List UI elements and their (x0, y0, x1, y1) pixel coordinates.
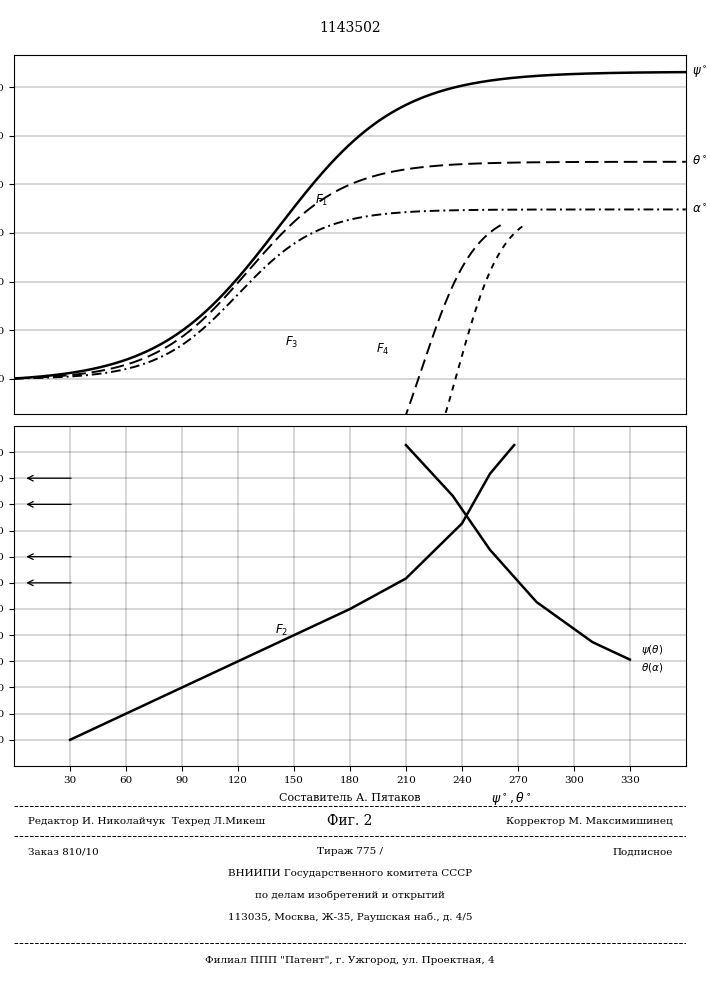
Text: $\theta^\circ$: $\theta^\circ$ (692, 155, 707, 168)
Text: $F_3$: $F_3$ (285, 335, 298, 350)
Text: Подписное: Подписное (612, 847, 672, 856)
Text: Фиг. 2: Фиг. 2 (327, 814, 373, 828)
Text: $\psi(\theta)$: $\psi(\theta)$ (641, 643, 663, 657)
Text: Составитель А. Пятаков: Составитель А. Пятаков (279, 793, 421, 803)
Text: 113035, Москва, Ж-35, Раушская наб., д. 4/5: 113035, Москва, Ж-35, Раушская наб., д. … (228, 912, 472, 922)
Text: $F_4$: $F_4$ (376, 342, 390, 357)
Text: по делам изобретений и открытий: по делам изобретений и открытий (255, 891, 445, 900)
Text: Тираж 775 /: Тираж 775 / (317, 847, 383, 856)
Text: $F_1$: $F_1$ (315, 193, 329, 208)
Text: Редактор И. Николайчук  Техред Л.Микеш: Редактор И. Николайчук Техред Л.Микеш (28, 817, 264, 826)
Text: Корректор М. Максимишинец: Корректор М. Максимишинец (506, 817, 672, 826)
Text: 1143502: 1143502 (319, 21, 381, 35)
Text: $\psi^\circ$: $\psi^\circ$ (692, 64, 707, 80)
Text: $\psi^\circ, \theta^\circ$: $\psi^\circ, \theta^\circ$ (491, 790, 532, 807)
Text: $\theta(\alpha)$: $\theta(\alpha)$ (641, 661, 663, 674)
Text: Заказ 810/10: Заказ 810/10 (28, 847, 98, 856)
Text: Филиал ППП "Патент", г. Ужгород, ул. Проектная, 4: Филиал ППП "Патент", г. Ужгород, ул. Про… (205, 956, 495, 965)
Text: $F_2$: $F_2$ (275, 622, 288, 638)
Text: ВНИИПИ Государственного комитета СССР: ВНИИПИ Государственного комитета СССР (228, 869, 472, 878)
Text: $\alpha^\circ$: $\alpha^\circ$ (692, 203, 707, 216)
